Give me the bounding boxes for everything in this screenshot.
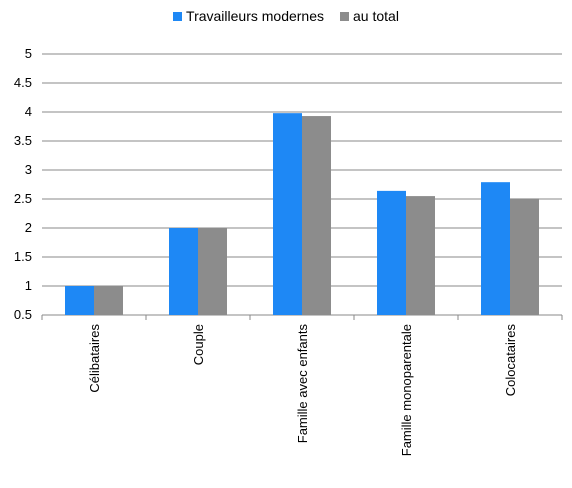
x-tick-label: Famille avec enfants	[295, 324, 310, 444]
legend-swatch-series-1	[173, 11, 183, 21]
y-tick-label: 1.5	[14, 249, 32, 264]
bar-series-1	[377, 190, 406, 315]
bar-series-2	[302, 116, 331, 315]
bar-series-2	[406, 196, 435, 315]
y-tick-label: 4	[25, 104, 32, 119]
y-tick-label: 3.5	[14, 133, 32, 148]
x-tick-label: Famille monoparentale	[399, 324, 414, 456]
legend-label-series-2: au total	[353, 8, 399, 24]
legend-swatch-series-2	[340, 11, 350, 21]
x-tick-label: Couple	[191, 324, 206, 365]
y-tick-label: 4.5	[14, 75, 32, 90]
bar-series-1	[169, 228, 198, 315]
bar-series-1	[273, 113, 302, 315]
legend-item-series-2: au total	[340, 8, 399, 24]
y-tick-label: 1	[25, 278, 32, 293]
bar-series-2	[198, 228, 227, 315]
x-tick-label: Célibataires	[87, 324, 102, 393]
y-tick-label: 2.5	[14, 191, 32, 206]
bar-series-1	[481, 182, 510, 315]
y-tick-label: 5	[25, 46, 32, 61]
y-tick-label: 2	[25, 220, 32, 235]
y-tick-label: 3	[25, 162, 32, 177]
legend-label-series-1: Travailleurs modernes	[186, 8, 325, 24]
bar-series-1	[65, 286, 94, 315]
bar-series-2	[94, 286, 123, 315]
legend-item-series-1: Travailleurs modernes	[173, 8, 324, 24]
x-tick-label: Colocataires	[503, 324, 518, 397]
y-tick-label: 0.5	[14, 307, 32, 322]
bar-series-2	[510, 198, 539, 315]
legend: Travailleurs modernes au total	[0, 8, 572, 24]
